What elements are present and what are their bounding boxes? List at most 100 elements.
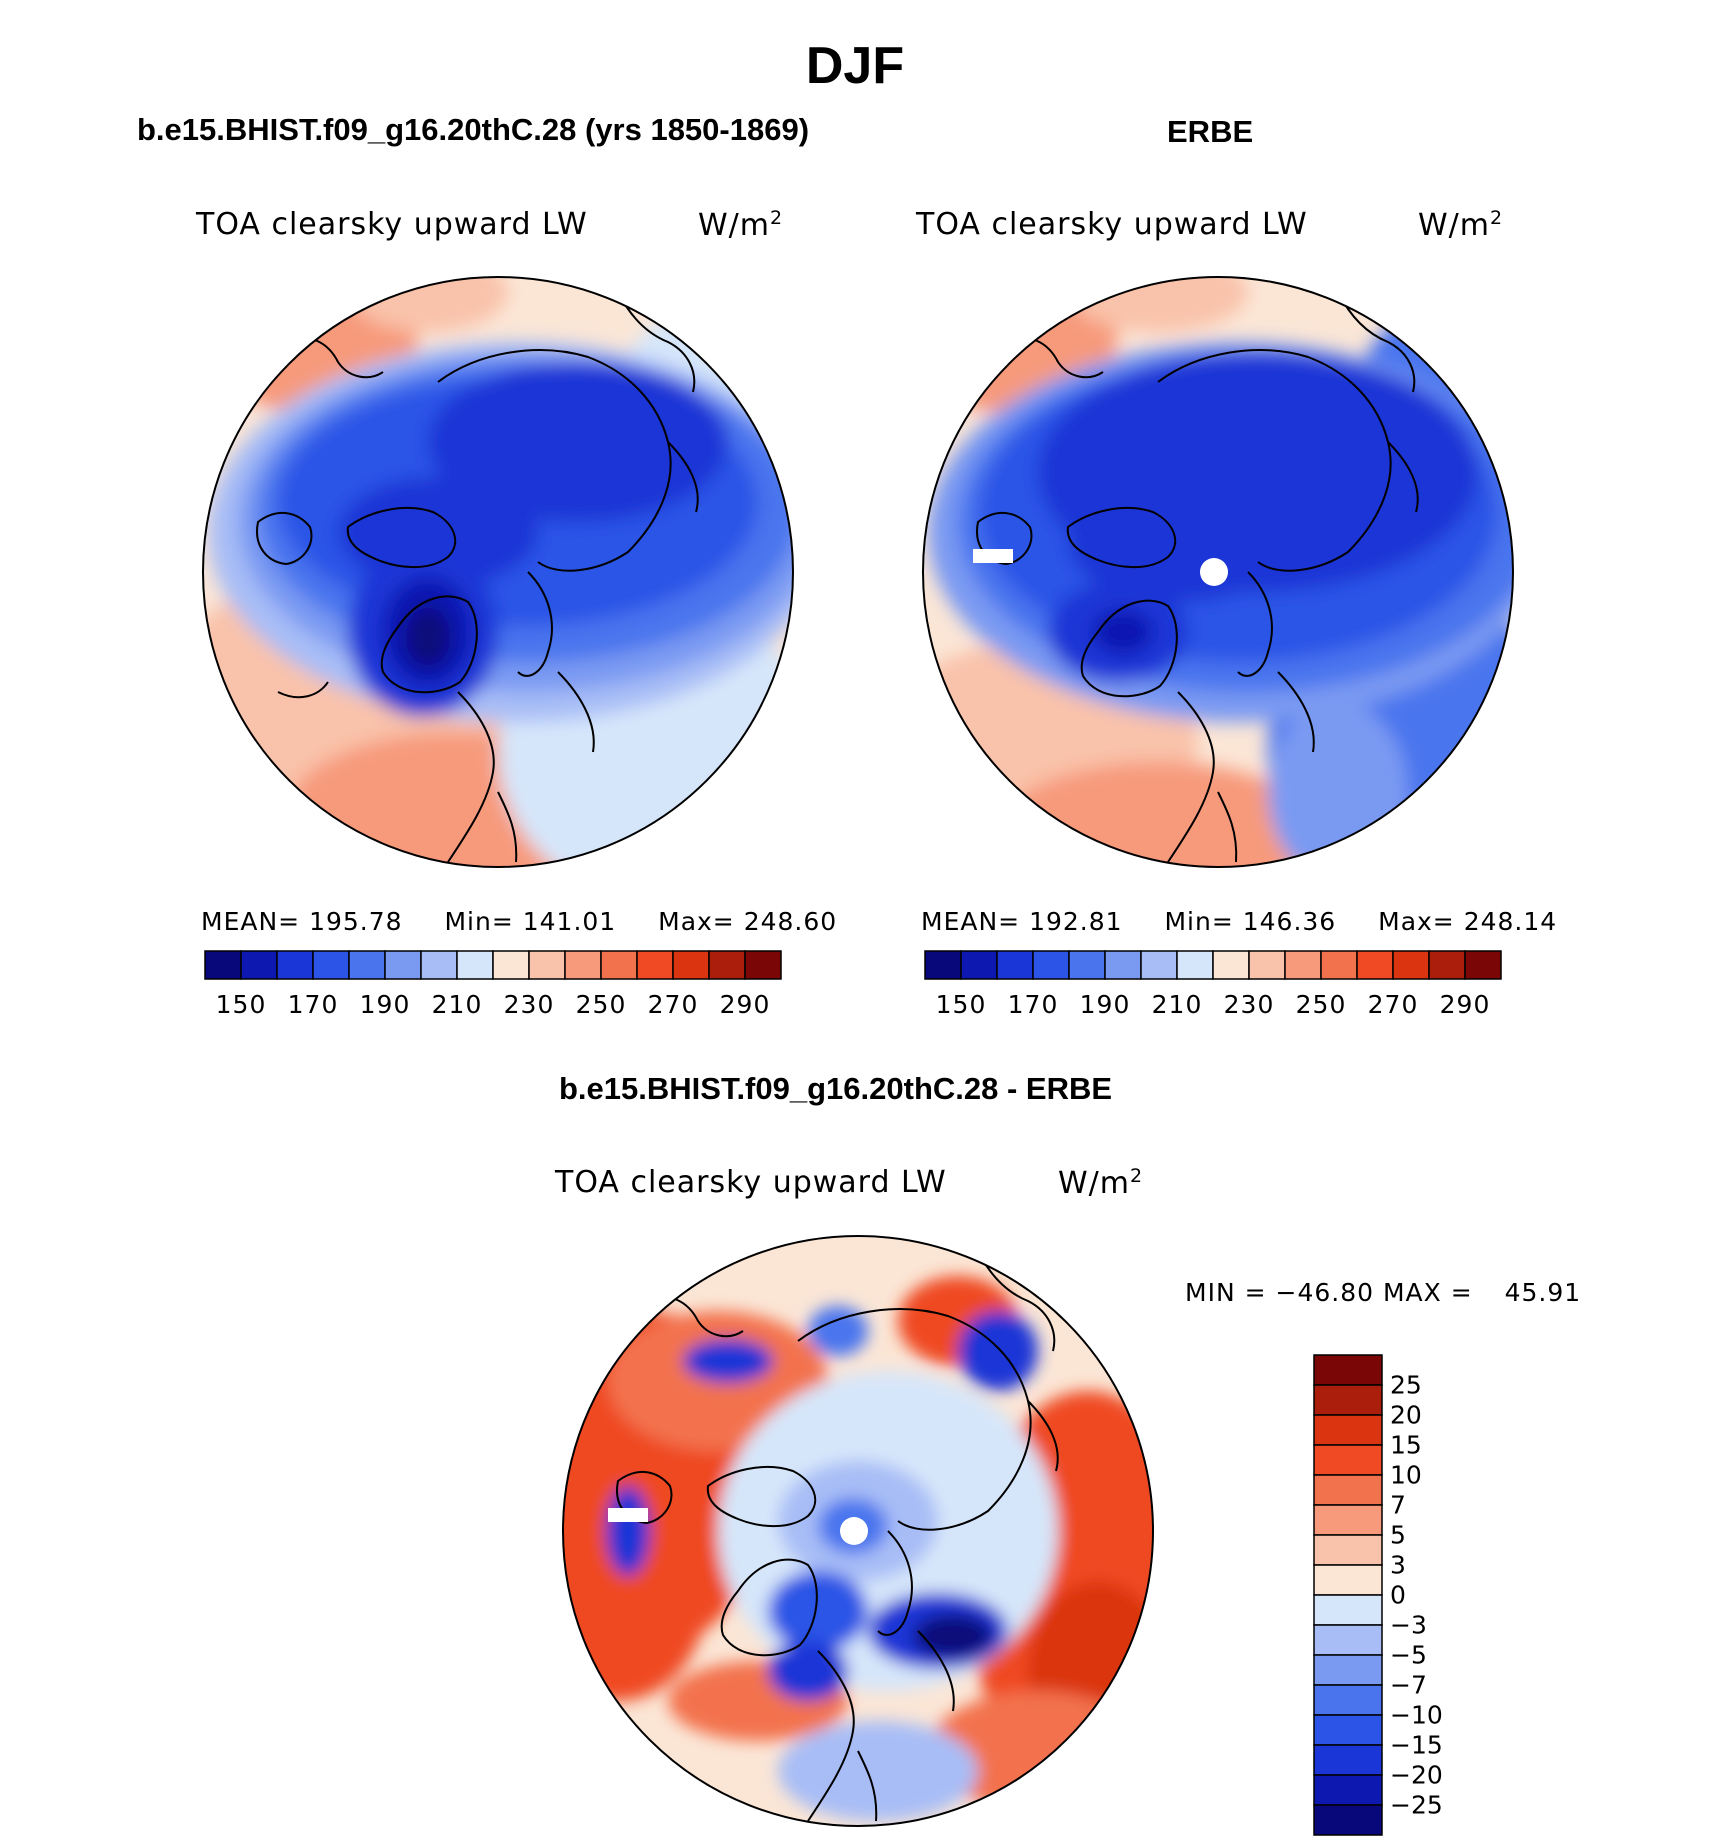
- panel-3-colorbar-label: 3: [1390, 1550, 1406, 1580]
- panel-1-max-label: Max=: [658, 907, 735, 936]
- panel-3-max-label: MAX =: [1382, 1278, 1473, 1307]
- panel-3-title: b.e15.BHIST.f09_g16.20thC.28 - ERBE: [559, 1071, 1113, 1106]
- panel-2-map: [922, 276, 1514, 868]
- panel-3-colorbar-swatch-11: [1313, 1684, 1383, 1716]
- panel-1-colorbar-swatch-1: [240, 950, 278, 980]
- panel-2-colorbar-swatch-0: [924, 950, 962, 980]
- panel-2-colorbar-swatch-8: [1212, 950, 1250, 980]
- panel-1-colorbar-label: 290: [719, 990, 771, 1019]
- panel-3-colorbar: [1313, 1354, 1383, 1836]
- panel-1-mean: 195.78: [309, 907, 403, 936]
- panel-2-colorbar-swatch-5: [1104, 950, 1142, 980]
- panel-2-colorbar-swatch-7: [1176, 950, 1214, 980]
- panel-3-min-label: MIN =: [1185, 1278, 1267, 1307]
- panel-2-units: W/m2: [1418, 207, 1504, 243]
- panel-3-colorbar-label: −15: [1390, 1730, 1443, 1760]
- panel-3-colorbar-swatch-14: [1313, 1774, 1383, 1806]
- panel-2-colorbar-label: 250: [1295, 990, 1347, 1019]
- panel-2-colorbar-swatch-2: [996, 950, 1034, 980]
- panel-3-colorbar-swatch-8: [1313, 1594, 1383, 1626]
- panel-2-colorbar-label: 190: [1079, 990, 1131, 1019]
- panel-3-colorbar-swatch-4: [1313, 1474, 1383, 1506]
- panel-3-colorbar-label: 7: [1390, 1490, 1406, 1520]
- panel-3-colorbar-swatch-1: [1313, 1384, 1383, 1416]
- panel-1-colorbar-swatch-5: [384, 950, 422, 980]
- panel-2-colorbar-label: 270: [1367, 990, 1419, 1019]
- panel-2-colorbar-labels: 150 170 190 210 230 250 270 290: [925, 990, 1501, 1020]
- panel-2-colorbar-label: 170: [1007, 990, 1059, 1019]
- panel-3-colorbar-swatch-13: [1313, 1744, 1383, 1776]
- panel-1-stats: MEAN= 195.78 Min= 141.01 Max= 248.60: [201, 907, 837, 936]
- panel-2-colorbar-swatch-6: [1140, 950, 1178, 980]
- panel-3-colorbar-swatch-15: [1313, 1804, 1383, 1836]
- panel-1-colorbar-swatch-9: [528, 950, 566, 980]
- panel-1-min: 141.01: [522, 907, 617, 936]
- panel-3-colorbar-swatch-9: [1313, 1624, 1383, 1656]
- panel-1-colorbar-swatch-7: [456, 950, 494, 980]
- panel-3-colorbar-label: −20: [1390, 1760, 1443, 1790]
- panel-1-colorbar-label: 270: [647, 990, 699, 1019]
- panel-2-colorbar-swatch-14: [1428, 950, 1466, 980]
- panel-3-colorbar-label: −5: [1390, 1640, 1427, 1670]
- panel-3-colorbar-swatch-12: [1313, 1714, 1383, 1746]
- panel-2-colorbar-label: 210: [1151, 990, 1203, 1019]
- panel-1-colorbar-swatch-14: [708, 950, 746, 980]
- figure-title: DJF: [805, 37, 905, 95]
- panel-1-colorbar-swatch-13: [672, 950, 710, 980]
- panel-1-colorbar-swatch-15: [744, 950, 782, 980]
- panel-3-variable: TOA clearsky upward LW: [555, 1165, 947, 1200]
- panel-2-mean: 192.81: [1029, 907, 1123, 936]
- panel-2-colorbar-swatch-4: [1068, 950, 1106, 980]
- panel-1-variable: TOA clearsky upward LW: [196, 207, 588, 242]
- panel-1-title: b.e15.BHIST.f09_g16.20thC.28 (yrs 1850-1…: [137, 112, 810, 147]
- panel-1-colorbar: [204, 950, 782, 980]
- panel-3-colorbar-swatch-7: [1313, 1564, 1383, 1596]
- panel-1-colorbar-label: 250: [575, 990, 627, 1019]
- panel-2-colorbar-label: 230: [1223, 990, 1275, 1019]
- panel-2-mean-label: MEAN=: [921, 907, 1021, 936]
- panel-1-colorbar-swatch-2: [276, 950, 314, 980]
- panel-1-colorbar-label: 150: [215, 990, 267, 1019]
- panel-2-colorbar-label: 290: [1439, 990, 1491, 1019]
- panel-1-colorbar-swatch-6: [420, 950, 458, 980]
- panel-2-min: 146.36: [1242, 907, 1337, 936]
- panel-3-colorbar-label: 20: [1390, 1400, 1422, 1430]
- panel-1-colorbar-swatch-3: [312, 950, 350, 980]
- panel-3-colorbar-label: −7: [1390, 1670, 1427, 1700]
- panel-1-colorbar-swatch-8: [492, 950, 530, 980]
- panel-2-colorbar-swatch-3: [1032, 950, 1070, 980]
- panel-3-map: [562, 1235, 1154, 1827]
- panel-3-colorbar-label: 0: [1390, 1580, 1406, 1610]
- panel-1-colorbar-swatch-11: [600, 950, 638, 980]
- panel-3-colorbar-label: 25: [1390, 1370, 1422, 1400]
- panel-3-colorbar-label: 5: [1390, 1520, 1406, 1550]
- panel-2-colorbar-label: 150: [935, 990, 987, 1019]
- panel-3-colorbar-label: −25: [1390, 1790, 1443, 1820]
- panel-1-colorbar-label: 190: [359, 990, 411, 1019]
- panel-2-max: 248.14: [1463, 907, 1558, 936]
- panel-3-colorbar-swatch-2: [1313, 1414, 1383, 1446]
- panel-1-colorbar-swatch-0: [204, 950, 242, 980]
- panel-2-variable: TOA clearsky upward LW: [916, 207, 1308, 242]
- panel-1-colorbar-label: 210: [431, 990, 483, 1019]
- panel-1-colorbar-label: 170: [287, 990, 339, 1019]
- panel-2-colorbar-swatch-13: [1392, 950, 1430, 980]
- panel-2-colorbar: [924, 950, 1502, 980]
- panel-2-min-label: Min=: [1164, 907, 1234, 936]
- panel-3-stats: MIN = −46.80 MAX = 45.91: [1185, 1278, 1581, 1307]
- panel-2-colorbar-swatch-15: [1464, 950, 1502, 980]
- panel-3-colorbar-label: 15: [1390, 1430, 1422, 1460]
- panel-3-colorbar-label: 10: [1390, 1460, 1422, 1490]
- panel-2-colorbar-swatch-10: [1284, 950, 1322, 980]
- panel-1-min-label: Min=: [444, 907, 514, 936]
- panel-3-units: W/m2: [1058, 1165, 1144, 1201]
- panel-2-colorbar-swatch-1: [960, 950, 998, 980]
- panel-3-min: −46.80: [1275, 1278, 1375, 1307]
- panel-3-colorbar-swatch-3: [1313, 1444, 1383, 1476]
- panel-1-units: W/m2: [698, 207, 784, 243]
- panel-3-colorbar-swatch-10: [1313, 1654, 1383, 1686]
- panel-1-colorbar-label: 230: [503, 990, 555, 1019]
- panel-1-mean-label: MEAN=: [201, 907, 301, 936]
- panel-2-max-label: Max=: [1378, 907, 1455, 936]
- panel-1-colorbar-swatch-10: [564, 950, 602, 980]
